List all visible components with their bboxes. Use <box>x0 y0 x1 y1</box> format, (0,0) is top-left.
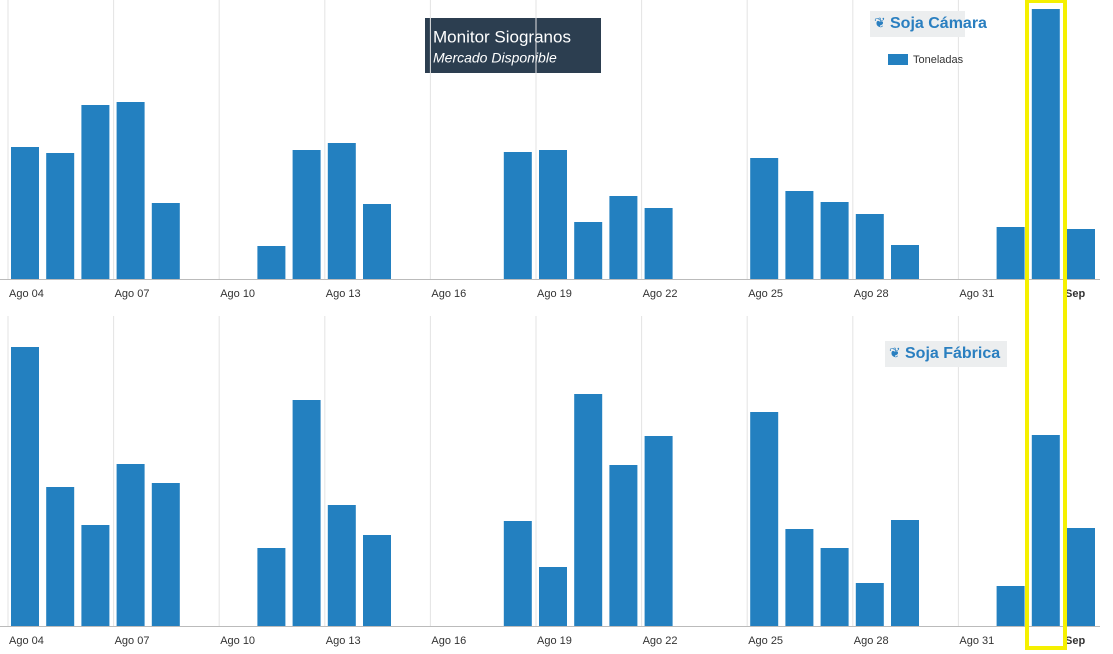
bar <box>855 583 884 626</box>
bar <box>1067 528 1095 626</box>
bar <box>574 394 603 626</box>
x-tick-label: Ago 04 <box>9 288 44 300</box>
x-tick-label: Ago 10 <box>220 288 255 300</box>
bar <box>891 245 919 279</box>
bar <box>46 153 75 279</box>
bar <box>327 505 356 626</box>
x-tick-label: Ago 28 <box>854 288 889 300</box>
x-tick-label: Ago 16 <box>431 635 466 647</box>
chart-title: Soja Cámara <box>890 15 987 32</box>
bar <box>11 347 39 626</box>
main-title: Monitor Siogranos <box>433 27 571 46</box>
bar <box>785 529 814 626</box>
x-tick-label: Ago 22 <box>643 288 678 300</box>
bar <box>11 147 39 279</box>
bar <box>257 246 286 279</box>
x-tick-label: Ago 07 <box>115 288 150 300</box>
bar <box>292 400 321 626</box>
leaf-icon: ❦ <box>889 345 901 361</box>
leaf-icon: ❦ <box>874 15 886 31</box>
x-tick-label: Ago 19 <box>537 288 572 300</box>
x-tick-label: Ago 28 <box>854 635 889 647</box>
chart-title-box <box>885 341 1007 367</box>
bar <box>1031 9 1060 279</box>
bar <box>750 412 779 626</box>
bar <box>820 548 849 626</box>
subtitle: Mercado Disponible <box>433 50 557 66</box>
bar <box>116 464 145 626</box>
bar <box>644 436 673 626</box>
x-tick-label: Ago 25 <box>748 288 783 300</box>
bar <box>257 548 286 626</box>
bar <box>996 227 1025 279</box>
highlight <box>1025 0 1067 650</box>
bar <box>891 520 919 626</box>
bar <box>363 204 391 279</box>
x-tick-label: Ago 16 <box>431 288 466 300</box>
bar <box>750 158 779 279</box>
chart-title: Soja Fábrica <box>905 345 1000 362</box>
bar <box>81 105 110 279</box>
bar <box>539 150 567 279</box>
x-tick-label: Ago 31 <box>959 635 994 647</box>
bar <box>292 150 321 279</box>
x-tick-label: Ago 04 <box>9 635 44 647</box>
bar <box>574 222 603 279</box>
x-tick-label: Ago 13 <box>326 635 361 647</box>
bar <box>644 208 673 279</box>
bar <box>151 483 180 626</box>
bar <box>363 535 391 626</box>
bar <box>81 525 110 626</box>
x-tick-label: Ago 07 <box>115 635 150 647</box>
x-tick-label: Ago 25 <box>748 635 783 647</box>
legend-swatch <box>888 54 908 65</box>
x-tick-label: Ago 19 <box>537 635 572 647</box>
bar <box>785 191 814 279</box>
x-tick-label: Sep <box>1065 288 1085 300</box>
bar <box>855 214 884 279</box>
bar <box>820 202 849 279</box>
bar <box>327 143 356 279</box>
bar <box>1031 435 1060 626</box>
bar <box>151 203 180 279</box>
bar <box>1067 229 1095 279</box>
chart-title-box <box>870 11 965 37</box>
x-tick-label: Ago 13 <box>326 288 361 300</box>
x-tick-label: Ago 10 <box>220 635 255 647</box>
bar <box>996 586 1025 626</box>
bar <box>609 465 638 626</box>
bar <box>609 196 638 279</box>
x-tick-label: Sep <box>1065 635 1085 647</box>
bar <box>116 102 145 279</box>
bar <box>503 152 532 279</box>
x-tick-label: Ago 31 <box>959 288 994 300</box>
bar <box>503 521 532 626</box>
title-box <box>425 18 601 73</box>
bar <box>539 567 567 626</box>
x-tick-label: Ago 22 <box>643 635 678 647</box>
bar <box>46 487 75 626</box>
legend-label: Toneladas <box>913 54 964 66</box>
